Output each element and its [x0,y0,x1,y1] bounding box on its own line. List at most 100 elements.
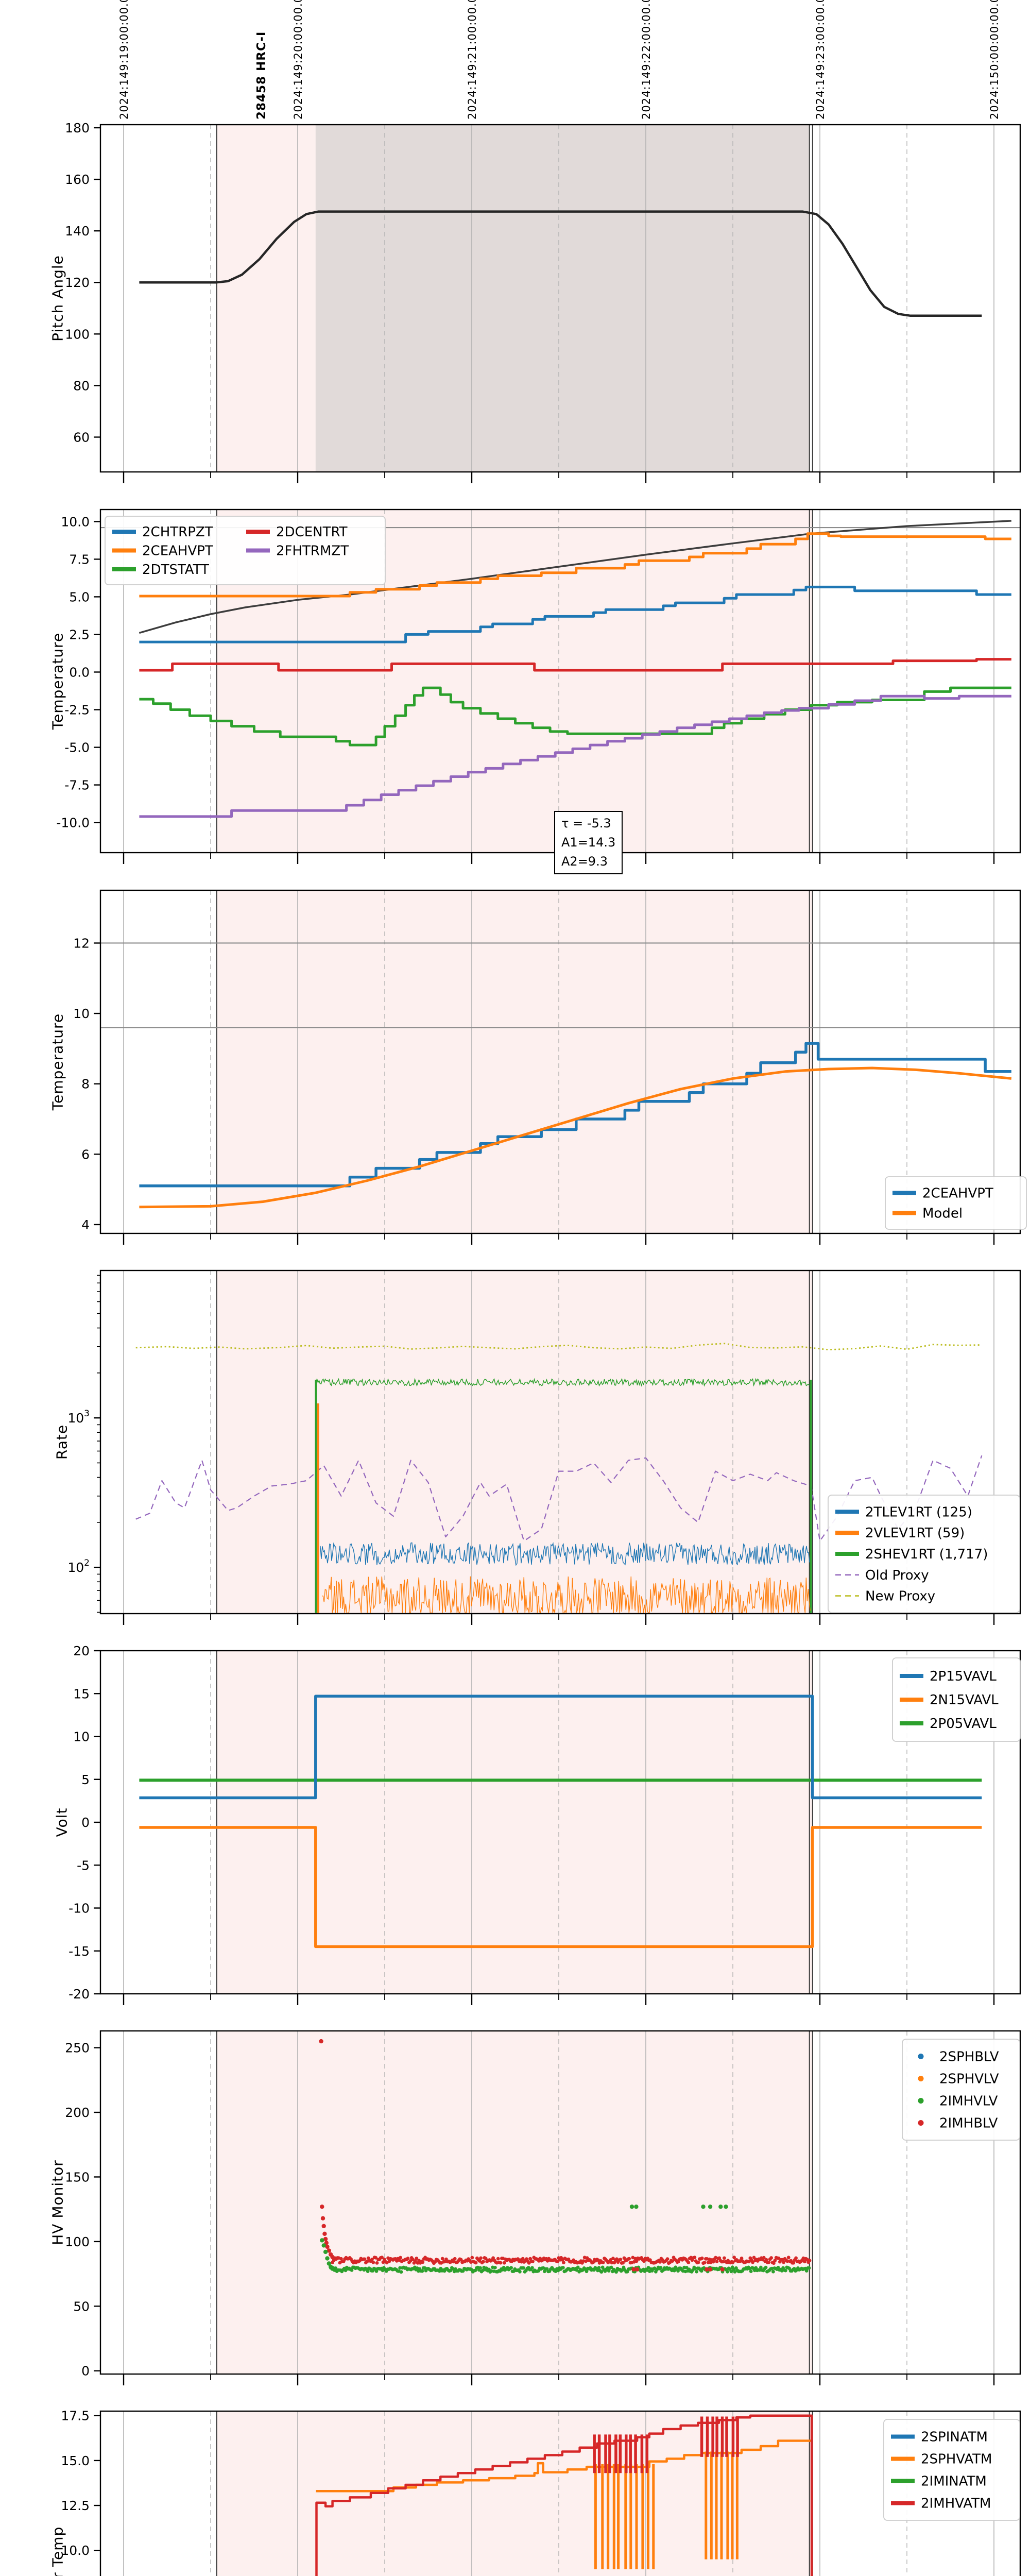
y-tick-label: 10 [73,1730,90,1744]
y-tick-label: 10.0 [61,514,90,529]
series-2SPHVATM-glitch1 [594,2464,655,2569]
legend-ceahvpt: 2CEAHVPT Model [885,1176,1027,1230]
series-2TLEV1RT [320,1542,810,1566]
y-axis-label-hvmon: HV Monitor [49,2160,66,2245]
legend-box [885,1176,1027,1230]
series-2SPHVATM-glitch2 [705,2451,739,2560]
series-2DTSTATT [139,686,1011,747]
legend-rate: 2TLEV1RT (125) 2VLEV1RT (59) 2SHEV1RT (1,7… [828,1495,1020,1613]
legend-label: 2VLEV1RT (59) [865,1526,965,1541]
legend-label: 2IMINATM [921,2474,987,2489]
axes-frame [99,124,1021,473]
panel-pitch: 180 160 140 120 100 80 60 [65,121,1021,483]
legend-box [883,2419,1020,2521]
legend-marker [918,2120,924,2126]
legend-label: 2SHEV1RT (1,717) [865,1547,988,1562]
panel-dettemp: 17.515.012.510.07.55.02.50.0 [61,2409,1021,2576]
legend-box [828,1495,1020,1613]
series-2SHEV1RT [315,1378,810,1387]
top-date-label: 2024:149:23:00:00.000 [814,0,827,120]
legend-label: 2IMHVATM [921,2496,991,2512]
series-2IMHVLV [329,2265,811,2274]
annotation-tau: τ = -5.3 [561,816,611,831]
y-tick-label: 160 [65,172,90,187]
y-tick-label: -20 [68,1987,90,2002]
series-layer [139,1694,982,1948]
axes-frame [99,2410,1021,2576]
axes-frame [99,889,1021,1234]
legend-label: Old Proxy [865,1568,929,1583]
legend-label: 2IMHVLV [939,2094,998,2109]
legend-box [892,1657,1021,1742]
y-tick-label: 80 [73,378,90,393]
legend-hvmon: 2SPHBLV 2SPHVLV 2IMHVLV 2IMHBLV [902,2039,1020,2141]
legend-label: 2CEAHVPT [922,1186,993,1201]
y-axis-label-rate: Rate [53,1424,71,1460]
y-tick-label: 7.5 [69,552,90,567]
y-tick-label: 12 [73,936,90,951]
y-tick-label: 5 [81,1772,90,1787]
obsid-label: 28458 HRC-I [255,31,269,120]
y-tick-label: 140 [65,224,90,239]
y-tick-label: 120 [65,275,90,290]
y-tick-label: -10.0 [56,816,90,831]
legend-label: 2SPHVLV [939,2072,999,2087]
y-tick-label: 20 [73,1643,90,1658]
legend-temps: 2CHTRPZT 2CEAHVPT 2DTSTATT 2DCENTRT 2FHTRMZT [105,516,386,585]
y-tick-label: -5 [77,1858,90,1873]
series-Model [139,1066,1012,1209]
series-layer [139,210,982,317]
shade-band [216,1651,812,1994]
series-2IMHBLV-start [319,2039,337,2261]
legend-label: 2P05VAVL [930,1716,997,1732]
series-2SPHVATM [316,2439,812,2493]
legend-label: 2FHTRMZT [276,544,349,559]
legend-label: 2DCENTRT [276,524,348,540]
y-axis-label-pitch: Pitch Angle [49,255,66,342]
top-date-label: 2024:150:00:00:00.000 [988,0,1001,120]
series-2IMHVATM [315,2414,813,2576]
shade-band [315,125,810,472]
y-axis-label-volt: Volt [53,1807,71,1837]
series-2P15VAVL [139,1694,982,1800]
legend-label: Model [922,1206,963,1222]
y-tick-label: 0.0 [69,665,90,680]
top-date-label: 2024:149:21:00:00.000 [466,0,478,120]
series-2IMHVATM-glitch2 [700,2416,739,2457]
series-layer [315,2414,813,2576]
fit-annotation: τ = -5.3 A1=14.3 A2=9.3 [554,811,623,874]
series-layer [139,520,1011,818]
y-tick-label: 60 [73,430,90,445]
legend-box [105,516,386,585]
top-date-label: 2024:149:22:00:00.000 [640,0,653,120]
series-2CEAHVPT [139,532,1011,598]
y-tick-label: 0 [81,2364,90,2379]
series-2IMHBLV-low [631,2267,725,2272]
legend-label: 2CHTRPZT [142,524,213,540]
y-tick-label: 10.0 [61,2543,90,2558]
y-tick-label: 17.5 [61,2409,90,2424]
legend-label: 2P15VAVL [930,1669,997,1684]
top-date-label: 2024:149:19:00:00.000 [118,0,130,120]
legend-volt: 2P15VAVL 2N15VAVL 2P05VAVL [892,1657,1021,1742]
y-tick-label: 8 [81,1077,90,1092]
legend-label: 2N15VAVL [930,1692,999,1708]
series-layer [319,2039,812,2274]
series-New Proxy [135,1343,982,1351]
y-tick-label: 50 [73,2299,90,2314]
y-tick-label: 200 [65,2105,90,2120]
y-tick-label: 103 [67,1409,90,1426]
y-tick-label: 12.5 [61,2498,90,2513]
shade-band [216,2031,812,2374]
y-axis-label-temps: Temperature [49,632,66,730]
legend-dettemp: 2SPINATM 2SPHVATM 2IMINATM 2IMHVATM [883,2419,1020,2521]
panel-ceahvpt: 12 10 8 6 4 [73,889,1021,1245]
y-tick-label: 4 [81,1217,90,1232]
y-tick-label: 2.5 [69,627,90,642]
legend-marker [918,2098,924,2104]
legend-label: 2TLEV1RT (125) [865,1504,972,1520]
shade-band [216,890,812,1233]
top-date-label: 2024:149:20:00:00.000 [292,0,304,120]
